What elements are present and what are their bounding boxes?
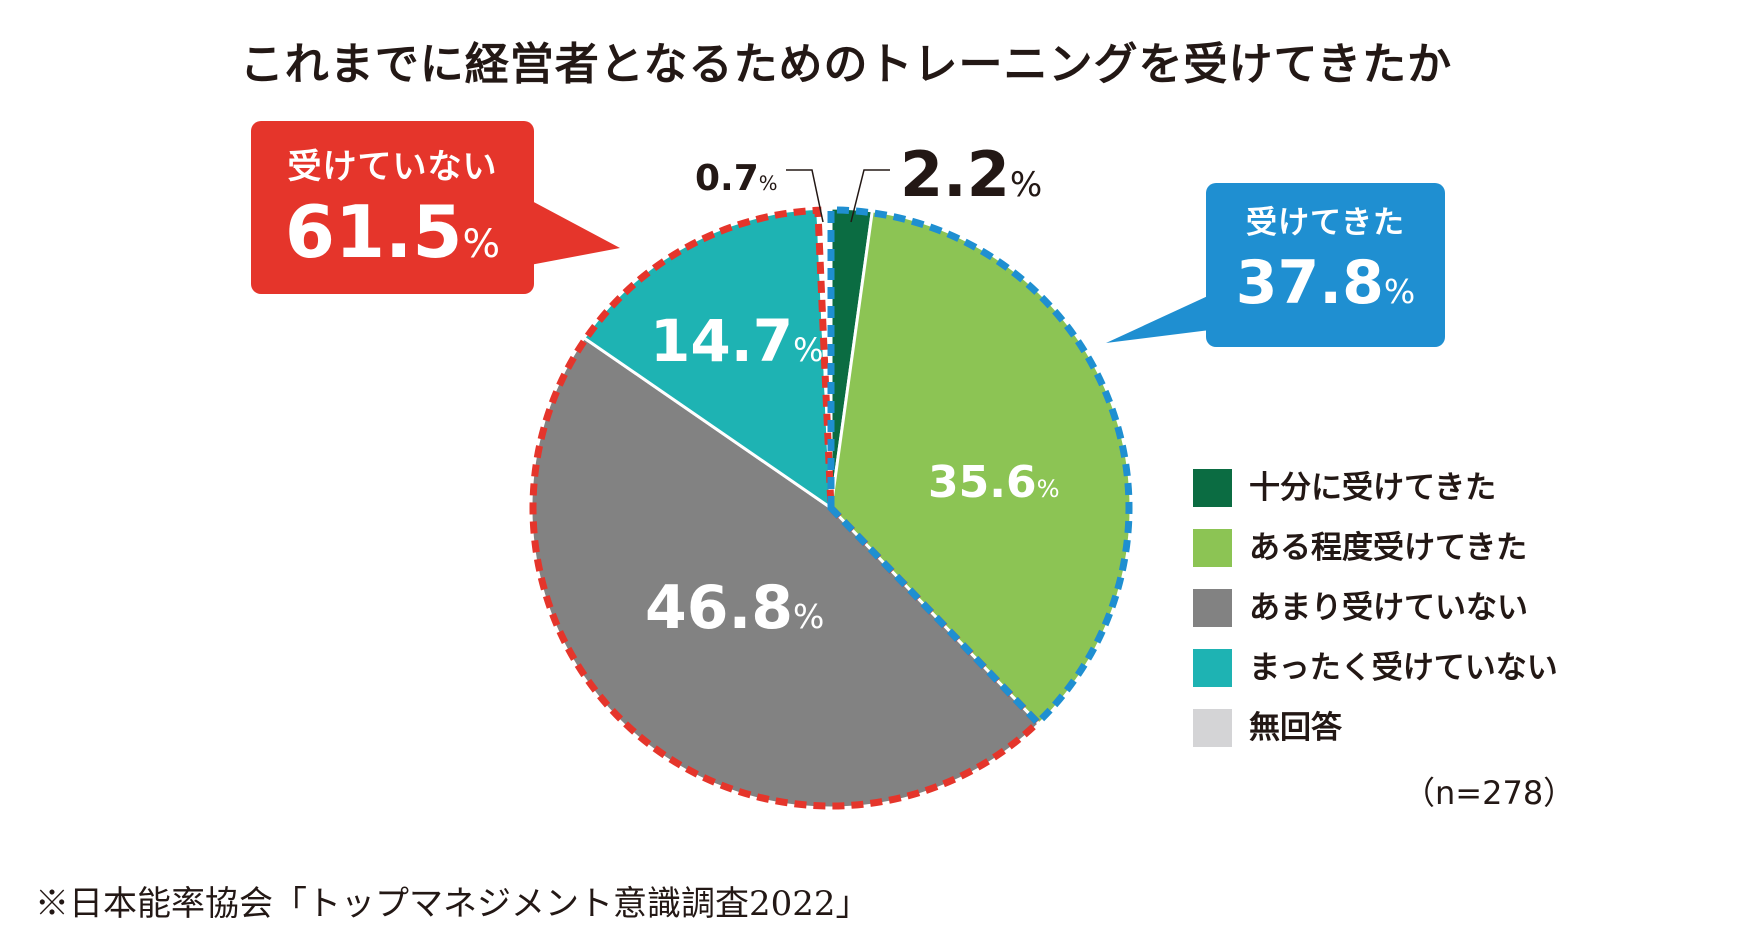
callout-not-received: 受けていない 61.5% [251, 121, 534, 294]
callout-not-received-label: 受けていない [287, 147, 498, 187]
source-note: ※日本能率協会「トップマネジメント意識調査2022」 [35, 884, 870, 924]
percent-sign: % [1036, 475, 1060, 503]
callout-not-received-number: 61.5 [284, 190, 463, 274]
callout-blue-tail [1106, 295, 1210, 343]
legend-swatch [1193, 529, 1232, 567]
callout-red-tail [530, 200, 620, 265]
leader-line-no-answer [786, 169, 824, 223]
group-border-received [827, 206, 1133, 728]
sample-size: （n=278） [1403, 774, 1576, 812]
callout-received-number: 37.8 [1235, 248, 1384, 318]
callout-received: 受けてきた 37.8% [1206, 183, 1445, 347]
legend-label: あまり受けていない [1249, 590, 1528, 626]
callout-not-received-value: 61.5% [251, 192, 534, 284]
legend-swatch [1193, 469, 1232, 507]
data-label-value: 2.2 [900, 138, 1010, 211]
percent-sign: % [1009, 165, 1043, 205]
legend-label: まったく受けていない [1249, 650, 1558, 686]
data-label-value: 35.6 [928, 457, 1037, 508]
leader-line-fully-received [850, 169, 890, 223]
data-label-somewhat-received: 35.6% [928, 457, 1060, 508]
legend-label: 十分に受けてきた [1249, 470, 1497, 506]
data-label-value: 46.8 [645, 573, 794, 643]
legend-item-somewhat-received: ある程度受けてきた [1193, 529, 1613, 567]
data-label-value: 0.7 [695, 158, 759, 199]
percent-sign: % [1383, 272, 1416, 311]
percent-sign: % [793, 331, 824, 369]
legend-item-rarely-received: あまり受けていない [1193, 589, 1613, 627]
data-label-fully-received: 2.2% [900, 138, 1042, 211]
legend-item-no-answer: 無回答 [1193, 709, 1613, 747]
data-label-never-received: 14.7% [650, 307, 823, 375]
group-border-not-received [529, 206, 1043, 810]
legend-swatch [1193, 649, 1232, 687]
legend-item-never-received: まったく受けていない [1193, 649, 1613, 687]
data-label-no-answer: 0.7% [695, 158, 778, 199]
legend-label: ある程度受けてきた [1249, 530, 1528, 566]
data-label-rarely-received: 46.8% [645, 573, 824, 643]
callout-received-label: 受けてきた [1245, 205, 1406, 241]
chart-title: これまでに経営者となるためのトレーニングを受けてきたか [239, 39, 1453, 90]
data-label-value: 14.7 [650, 307, 794, 375]
legend-swatch [1193, 589, 1232, 627]
percent-sign: % [793, 597, 825, 636]
callout-received-value: 37.8% [1206, 248, 1445, 327]
legend-label: 無回答 [1249, 710, 1342, 746]
percent-sign: % [758, 172, 778, 195]
legend-swatch [1193, 709, 1232, 747]
legend-item-fully-received: 十分に受けてきた [1193, 469, 1613, 507]
percent-sign: % [462, 221, 501, 267]
